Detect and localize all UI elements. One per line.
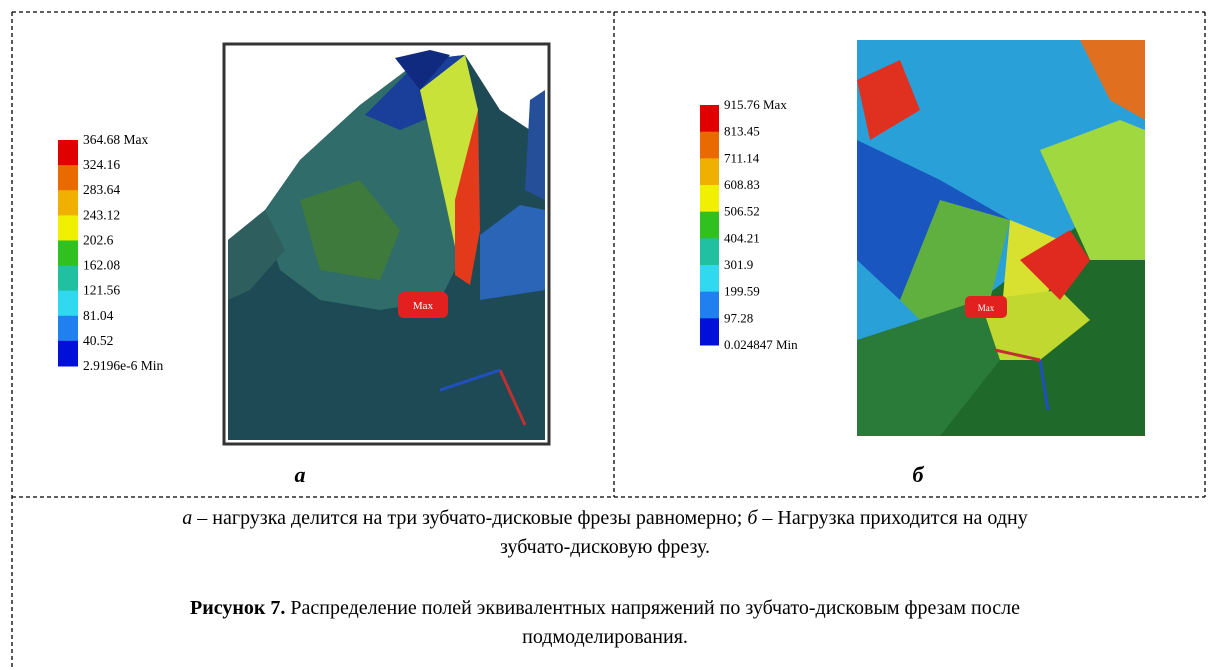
legend-label: 97.28: [724, 310, 753, 325]
legend-band: [58, 165, 78, 191]
legend-label: 0.024847 Min: [724, 337, 798, 352]
legend-label: 243.12: [83, 207, 120, 222]
legend-label: 813.45: [724, 124, 760, 139]
legend-band: [700, 265, 719, 292]
legend-label: 364.68 Max: [83, 132, 148, 147]
legend-band: [700, 132, 719, 159]
legend-band: [58, 266, 78, 292]
legend-label: 324.16: [83, 157, 120, 172]
fea-image-a: Max: [224, 44, 549, 444]
fea-image-b: Max: [857, 40, 1145, 436]
legend-band: [58, 190, 78, 216]
note-part: б: [747, 507, 757, 529]
legend-band: [58, 291, 78, 317]
legend-label: 81.04: [83, 308, 114, 323]
max-marker: Max: [413, 300, 434, 312]
note: а – нагрузка делится на три зубчато-диск…: [165, 504, 1045, 562]
legend-label: 162.08: [83, 258, 120, 273]
legend-band: [58, 341, 78, 367]
legend-band: [58, 140, 78, 166]
figure-caption: Рисунок 7. Распределение полей эквивален…: [165, 594, 1045, 652]
panel-label: б: [913, 462, 925, 487]
legend-label: 301.9: [724, 257, 753, 272]
legend-label: 199.59: [724, 284, 760, 299]
figure-svg: Max Max 364.68 Max 324.16 283.64 243.12 202.…: [0, 0, 1211, 670]
note-part: – нагрузка делится на три зубчато-дисков…: [192, 507, 747, 529]
legend-label: 121.56: [83, 283, 120, 298]
legend-label: 202.6: [83, 232, 114, 247]
legend-band: [700, 185, 719, 212]
legend-band: [58, 240, 78, 266]
legend-band: [700, 158, 719, 185]
legend-band: [58, 316, 78, 342]
legend-label: 711.14: [724, 150, 760, 165]
legend-label: 404.21: [724, 230, 760, 245]
legend-band: [58, 215, 78, 241]
max-marker: Max: [978, 303, 995, 313]
figure-text: Распределение полей эквивалентных напряж…: [285, 597, 1020, 648]
legend-label: 40.52: [83, 333, 113, 348]
legend-band: [700, 292, 719, 319]
panel-label: а: [295, 462, 306, 487]
legend-band: [700, 105, 719, 132]
legend-label: 506.52: [724, 204, 760, 219]
legend-band: [700, 318, 719, 345]
note-part: а: [182, 507, 192, 529]
legend-label: 2.9196e-6 Min: [83, 358, 163, 373]
figure-number: Рисунок 7.: [190, 597, 285, 619]
legend-label: 608.83: [724, 177, 760, 192]
legend-band: [700, 212, 719, 239]
legend-label: 283.64: [83, 182, 120, 197]
legend-band: [700, 238, 719, 265]
page: Max Max 364.68 Max 324.16 283.64 243.12 202.…: [0, 0, 1211, 670]
legend-label: 915.76 Max: [724, 97, 787, 112]
